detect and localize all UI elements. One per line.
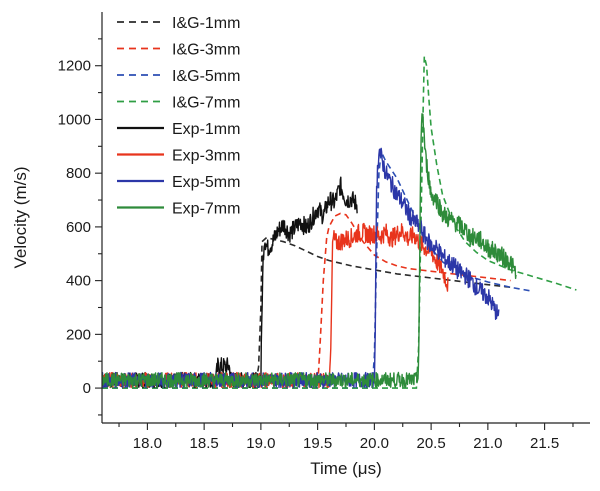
legend-label-i-g-7mm: I&G-7mm bbox=[172, 95, 240, 112]
x-tick-label: 19.0 bbox=[246, 435, 275, 452]
legend-label-i-g-3mm: I&G-3mm bbox=[172, 42, 240, 59]
plot-area bbox=[102, 56, 577, 389]
legend-label-exp-7mm: Exp-7mm bbox=[172, 201, 240, 218]
x-tick-label: 21.5 bbox=[530, 435, 559, 452]
x-tick-label: 18.0 bbox=[133, 435, 162, 452]
series-line-i-g-3mm bbox=[102, 212, 511, 389]
y-tick-label: 400 bbox=[66, 273, 91, 290]
x-tick-label: 21.0 bbox=[473, 435, 502, 452]
series-line-exp-1mm bbox=[102, 176, 358, 389]
legend-label-i-g-1mm: I&G-1mm bbox=[172, 15, 240, 32]
y-tick-label: 1200 bbox=[58, 58, 91, 75]
series-line-i-g-1mm bbox=[102, 236, 511, 389]
y-tick-label: 1000 bbox=[58, 111, 91, 128]
y-tick-label: 200 bbox=[66, 326, 91, 343]
y-axis-title: Velocity (m/s) bbox=[11, 166, 30, 268]
series-line-exp-3mm bbox=[102, 222, 449, 389]
axes: 0 200 400 600 800 1000 1200 18.0 18.5 19.0 19.5 20.… bbox=[58, 12, 590, 452]
x-tick-label: 20.0 bbox=[360, 435, 389, 452]
legend-label-exp-5mm: Exp-5mm bbox=[172, 174, 240, 191]
legend-label-exp-3mm: Exp-3mm bbox=[172, 148, 240, 165]
y-tick-label: 800 bbox=[66, 165, 91, 182]
legend: I&G-1mm I&G-3mm I&G-5mm I&G-7mm Exp-1mm Exp-3… bbox=[117, 15, 240, 218]
x-tick-label: 19.5 bbox=[303, 435, 332, 452]
x-axis-title: Time (μs) bbox=[310, 459, 382, 478]
legend-label-i-g-5mm: I&G-5mm bbox=[172, 68, 240, 85]
y-tick-label: 0 bbox=[83, 380, 91, 397]
x-tick-label: 18.5 bbox=[190, 435, 219, 452]
x-tick-label: 20.5 bbox=[417, 435, 446, 452]
y-tick-label: 600 bbox=[66, 219, 91, 236]
legend-label-exp-1mm: Exp-1mm bbox=[172, 121, 240, 138]
series-line-exp-7mm bbox=[102, 113, 517, 389]
